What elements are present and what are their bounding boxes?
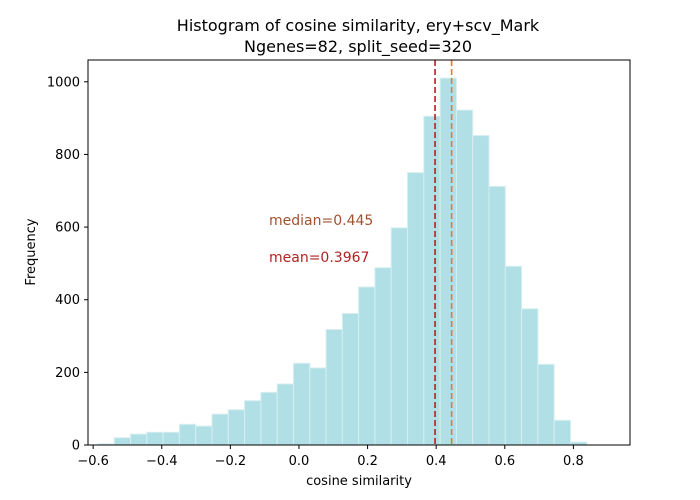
y-tick-label: 1000 — [47, 75, 80, 90]
histogram-bar — [423, 115, 441, 446]
y-tick-label: 0 — [72, 439, 80, 454]
y-tick-label: 200 — [55, 366, 80, 381]
x-tick-label: 0.2 — [357, 454, 378, 469]
x-tick-label: 0.4 — [426, 454, 447, 469]
histogram-bar — [407, 172, 425, 446]
histogram-bar — [276, 383, 294, 446]
histogram-bar — [553, 419, 571, 446]
histogram-bar — [374, 267, 392, 446]
chart-subtitle: Ngenes=82, split_seed=320 — [244, 37, 472, 57]
y-axis-label: Frequency — [24, 218, 39, 285]
histogram-bar — [325, 329, 343, 446]
y-axis-ticks: 0 200 400 600 800 1000 — [47, 75, 88, 454]
histogram-bar — [537, 363, 555, 446]
plot-frame — [87, 59, 631, 446]
histogram-bar — [358, 286, 376, 446]
histogram-bar — [113, 437, 132, 446]
histogram-bar — [260, 391, 278, 446]
histogram-bar — [309, 367, 327, 446]
histogram-bar — [146, 431, 164, 446]
mean-annotation: mean=0.3967 — [269, 250, 369, 266]
histogram-bar — [195, 425, 213, 446]
y-tick-label: 600 — [55, 221, 80, 236]
x-tick-label: −0.4 — [146, 454, 178, 469]
histogram-bar — [211, 413, 229, 446]
histogram-bar — [488, 185, 506, 446]
y-tick-label: 400 — [55, 293, 80, 308]
x-tick-label: 0.6 — [494, 454, 515, 469]
chart-title: Histogram of cosine similarity, ery+scv_… — [177, 16, 540, 36]
x-axis-label: cosine similarity — [306, 474, 412, 489]
reference-lines — [434, 60, 453, 445]
histogram-bar — [244, 400, 262, 446]
x-tick-label: −0.6 — [77, 454, 109, 469]
histogram-bar — [521, 308, 539, 446]
histogram-bar — [178, 423, 197, 446]
x-tick-label: 0.8 — [563, 454, 584, 469]
histogram-bar — [227, 409, 246, 446]
histogram-bar — [504, 265, 523, 446]
histogram-bar — [162, 431, 180, 446]
x-tick-label: −0.2 — [215, 454, 247, 469]
histogram-bar — [390, 227, 409, 446]
y-tick-label: 800 — [55, 148, 80, 163]
median-annotation: median=0.445 — [269, 213, 373, 229]
histogram-bar — [292, 362, 311, 446]
histogram-bar — [439, 77, 457, 446]
x-axis-ticks: −0.6 −0.4 −0.2 0.0 0.2 0.4 0.6 0.8 — [77, 445, 584, 469]
histogram-bar — [472, 135, 490, 446]
histogram-bar — [130, 433, 148, 446]
histogram-bar — [455, 109, 474, 446]
histogram-bar — [341, 313, 360, 446]
x-tick-label: 0.0 — [289, 454, 310, 469]
